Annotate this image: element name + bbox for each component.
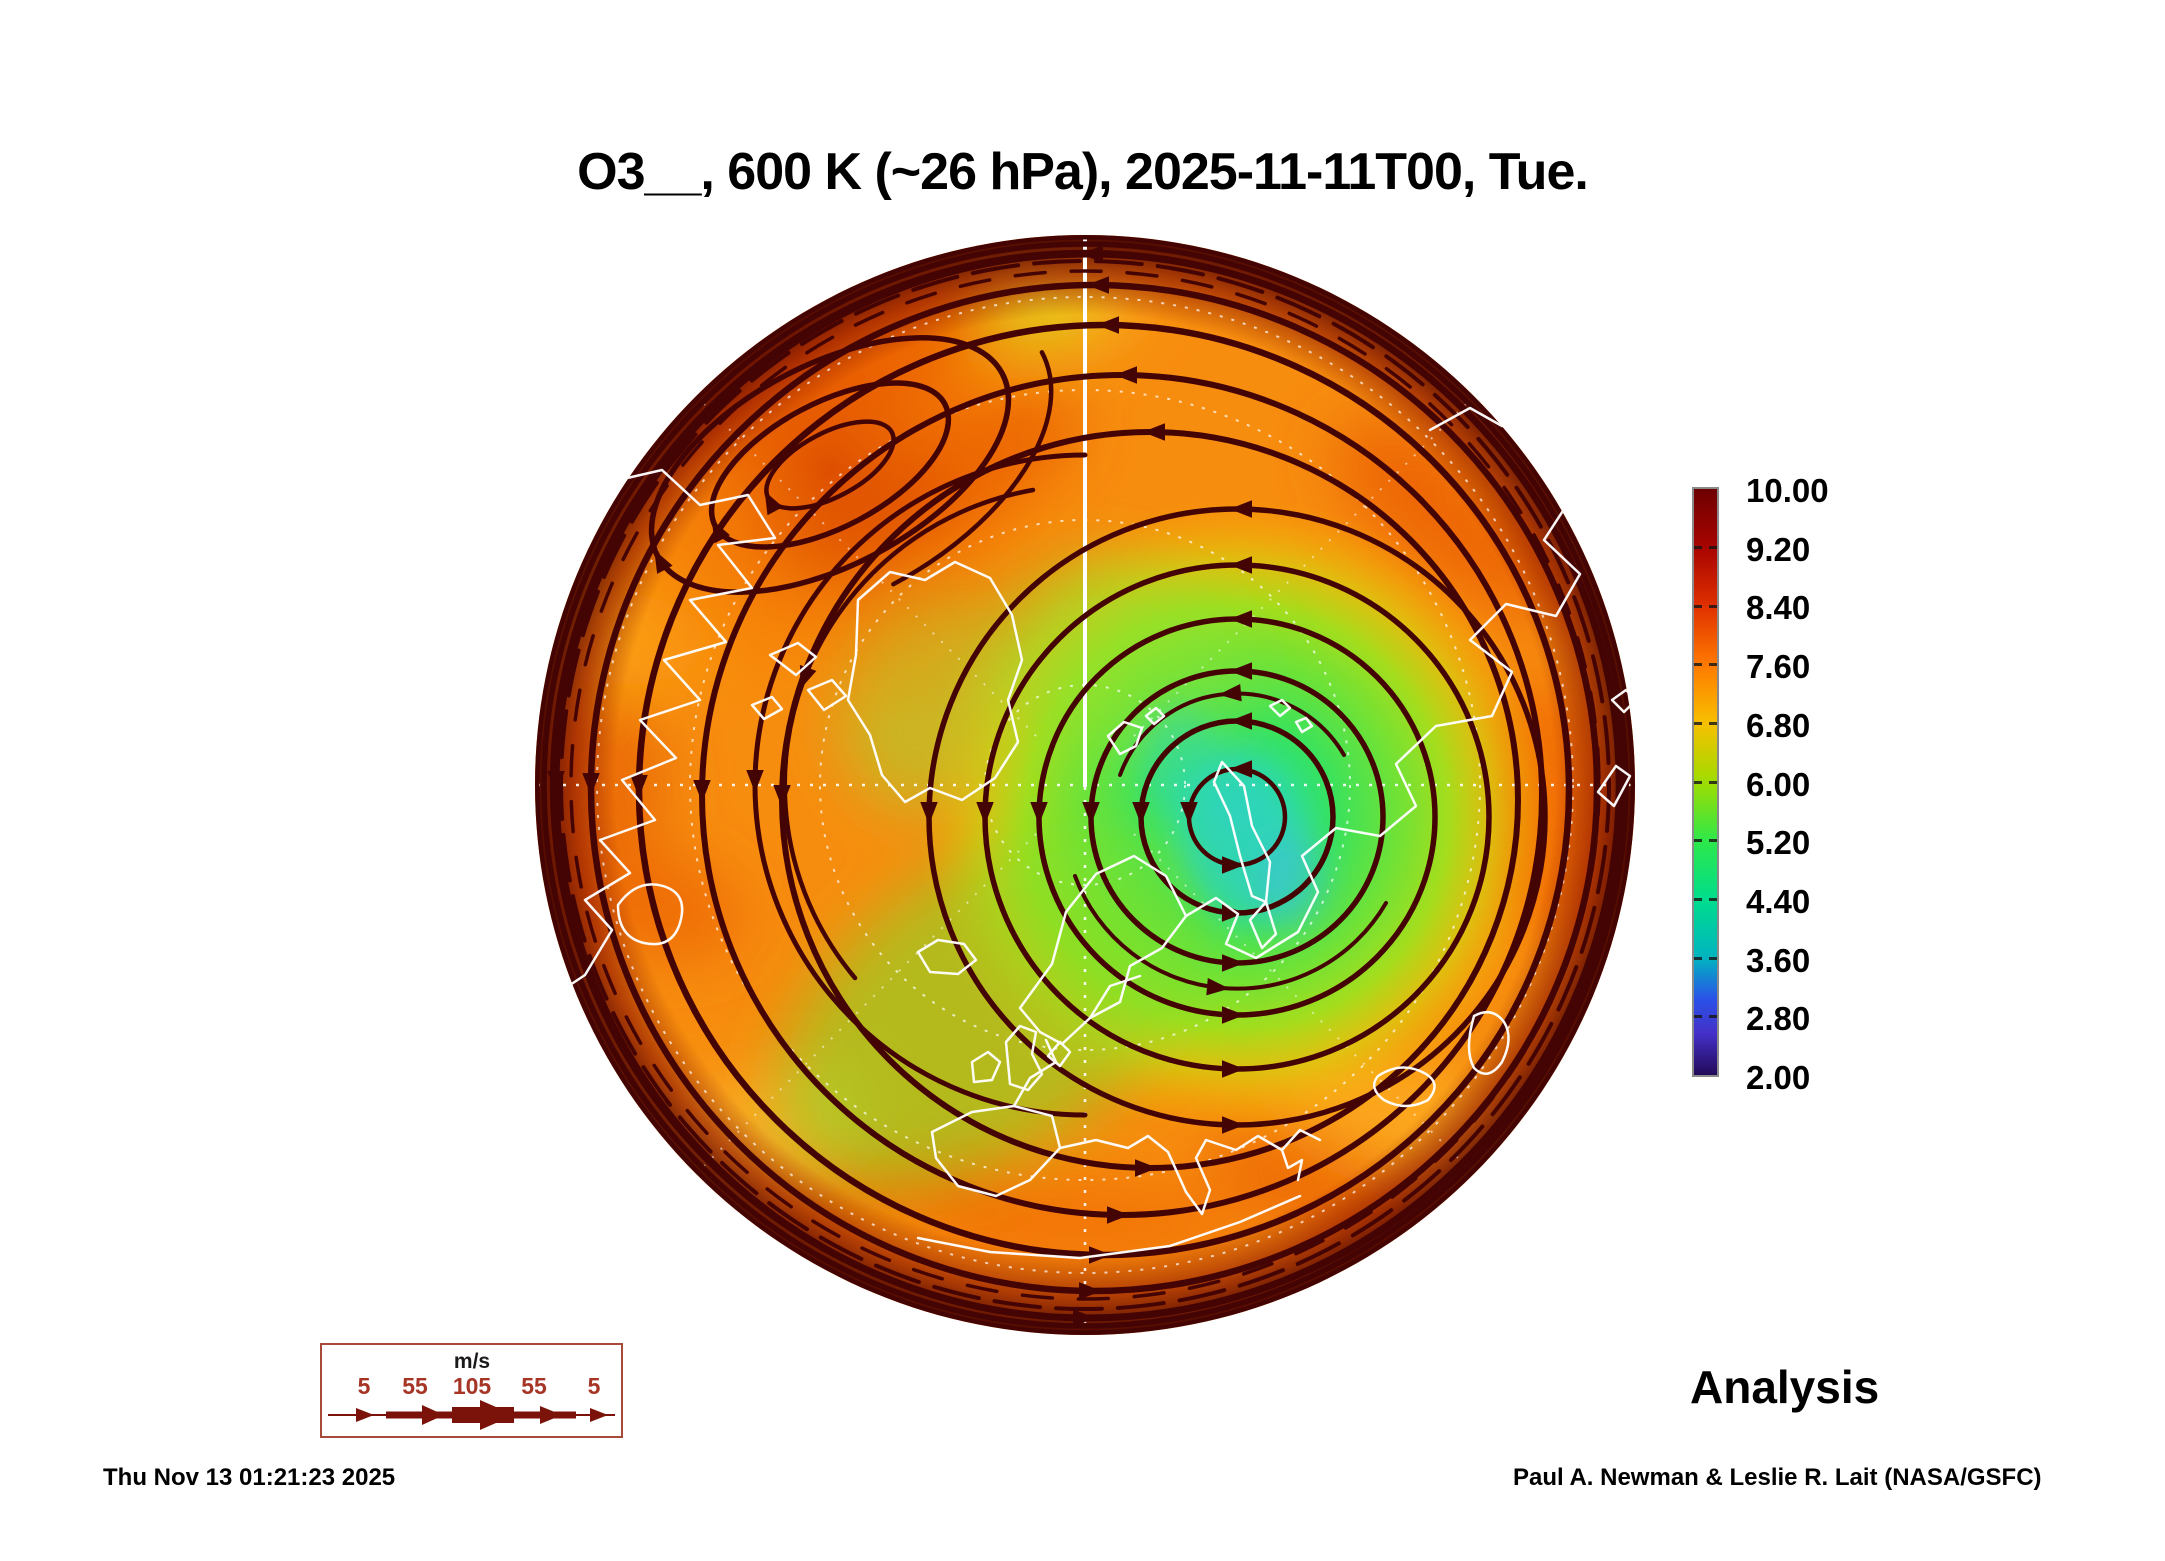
- colorbar-tick-label: 7.60: [1746, 648, 1811, 685]
- colorbar-tick: [1694, 605, 1717, 608]
- credit-text: Paul A. Newman & Leslie R. Lait (NASA/GS…: [1513, 1464, 2042, 1491]
- colorbar-tick-label: 3.60: [1746, 942, 1811, 979]
- analysis-label: Analysis: [1690, 1361, 1880, 1413]
- colorbar-gradient: [1692, 487, 1719, 1077]
- colorbar-tick-label: 6.80: [1746, 707, 1811, 744]
- colorbar-tick: [1694, 546, 1717, 549]
- colorbar-tick-label: 10.00: [1746, 472, 1829, 509]
- wind-speed-value: 55: [521, 1373, 547, 1399]
- colorbar-tick: [1694, 1015, 1717, 1018]
- colorbar-tick: [1694, 839, 1717, 842]
- wind-speed-value: 5: [587, 1373, 601, 1399]
- wind-speed-value: 5: [357, 1373, 371, 1399]
- colorbar-tick: [1694, 781, 1717, 784]
- colorbar-tick: [1694, 957, 1717, 960]
- colorbar-tick-label: 8.40: [1746, 589, 1811, 626]
- colorbar-tick-label: 2.80: [1746, 1000, 1811, 1037]
- wind-arrow-glyph: [328, 1400, 615, 1430]
- wind-speed-legend: m/s 5 55 105 55 5: [320, 1343, 623, 1438]
- generated-timestamp: Thu Nov 13 01:21:23 2025: [103, 1464, 396, 1491]
- colorbar-tick: [1694, 663, 1717, 666]
- colorbar-tick: [1694, 722, 1717, 725]
- colorbar-tick-label: 5.20: [1746, 824, 1811, 861]
- wind-speed-value: 55: [402, 1373, 428, 1399]
- colorbar-tick-label: 9.20: [1746, 531, 1811, 568]
- page-title: O3__, 600 K (~26 hPa), 2025-11-11T00, Tu…: [577, 143, 1589, 201]
- wind-speed-value: 105: [452, 1373, 492, 1399]
- wind-streamlines: [535, 235, 1635, 1335]
- colorbar-tick-label: 2.00: [1746, 1059, 1811, 1096]
- colorbar-tick: [1694, 898, 1717, 901]
- colorbar-tick-label: 6.00: [1746, 766, 1811, 803]
- wind-units-label: m/s: [453, 1350, 491, 1373]
- colorbar-tick-label: 4.40: [1746, 883, 1811, 920]
